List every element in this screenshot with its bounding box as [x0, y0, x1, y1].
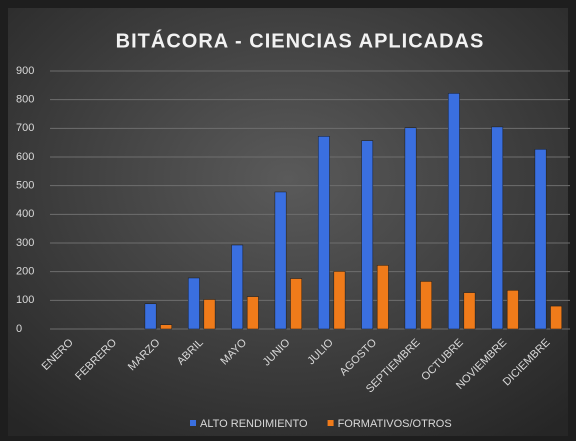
bar	[463, 292, 476, 330]
bar	[144, 303, 157, 330]
legend-swatch	[327, 420, 334, 426]
y-tick-label: 900	[16, 65, 34, 77]
bar	[317, 136, 330, 330]
bar	[246, 296, 259, 330]
bar	[447, 93, 460, 330]
y-tick-label: 100	[16, 294, 34, 306]
y-tick-label: 600	[16, 151, 34, 163]
legend-label: FORMATIVOS/OTROS	[338, 418, 452, 430]
bar	[491, 126, 504, 330]
bar	[333, 271, 346, 330]
y-tick-label: 800	[16, 94, 34, 106]
y-tick-label: 0	[16, 323, 22, 335]
y-tick-label: 400	[16, 208, 34, 220]
bar	[506, 290, 519, 330]
legend-label: ALTO RENDIMIENTO	[200, 418, 308, 430]
legend-swatch	[190, 420, 196, 426]
bar	[361, 140, 374, 330]
y-tick-label: 500	[16, 180, 34, 192]
chart-title: BITÁCORA - CIENCIAS APLICADAS	[116, 29, 485, 52]
bar	[160, 324, 173, 330]
bar	[187, 277, 200, 330]
bar	[420, 281, 433, 330]
bar	[274, 191, 287, 330]
bar	[231, 244, 244, 330]
y-tick-label: 700	[16, 122, 34, 134]
bar	[203, 299, 216, 330]
background	[8, 8, 568, 436]
bar	[404, 127, 417, 330]
bar	[534, 149, 547, 330]
bar	[290, 278, 303, 330]
y-tick-label: 200	[16, 266, 34, 278]
y-tick-label: 300	[16, 237, 34, 249]
bar	[376, 265, 389, 330]
bar	[550, 305, 563, 330]
